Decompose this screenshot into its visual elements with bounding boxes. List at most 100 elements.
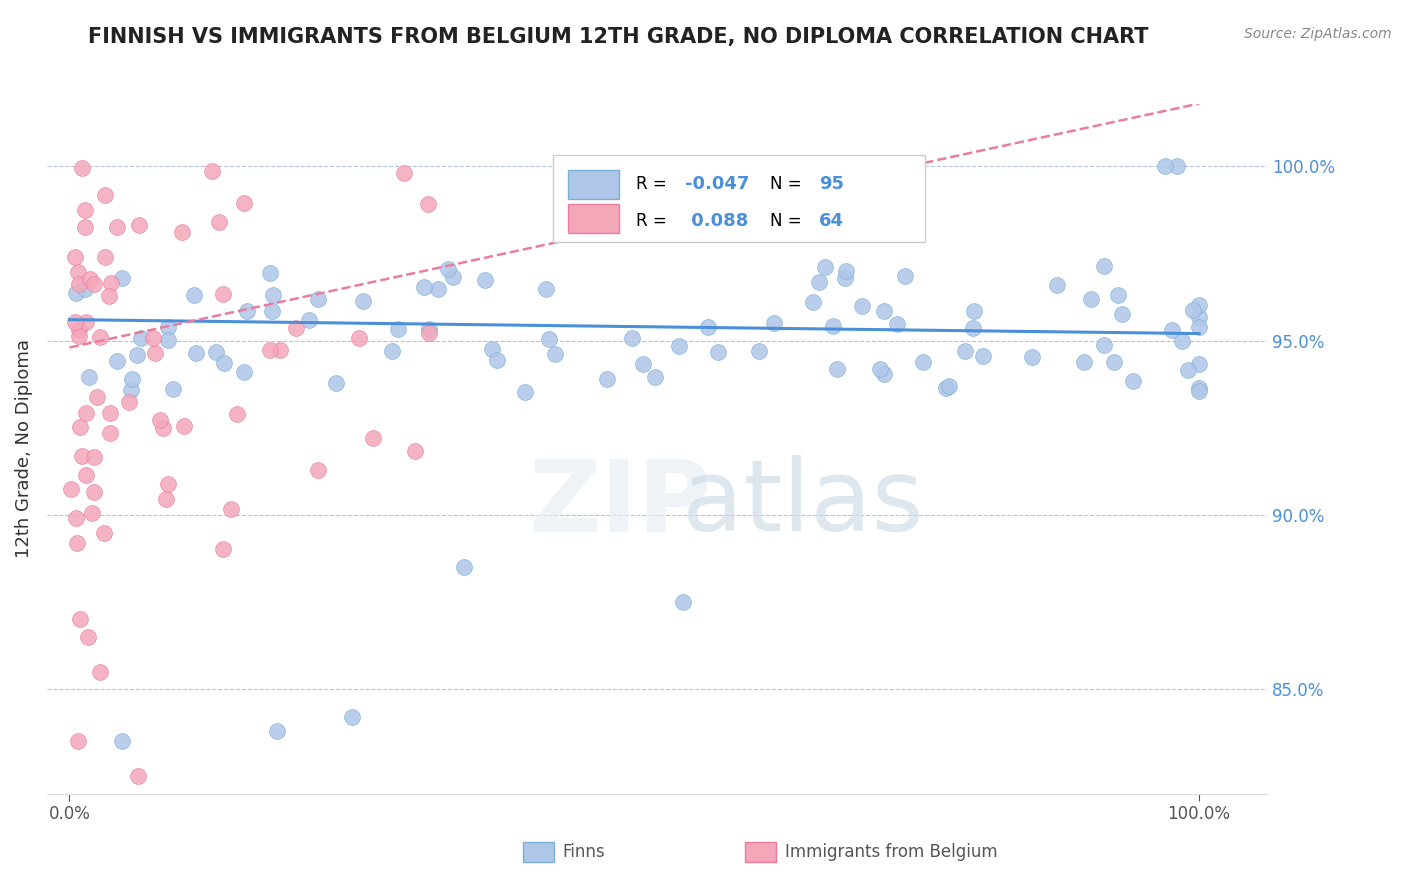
Text: Source: ZipAtlas.com: Source: ZipAtlas.com	[1244, 27, 1392, 41]
Point	[869, 361, 891, 376]
Text: R =: R =	[636, 175, 672, 194]
Point	[111, 734, 134, 748]
Point	[437, 261, 460, 276]
Point	[67, 734, 90, 748]
Point	[814, 260, 837, 275]
Point	[65, 286, 87, 301]
Point	[381, 343, 404, 358]
Point	[83, 450, 105, 465]
Text: 95: 95	[820, 175, 844, 194]
Point	[912, 354, 935, 368]
Point	[1080, 292, 1102, 306]
Point	[186, 345, 208, 359]
Point	[162, 382, 184, 396]
Point	[1092, 338, 1115, 352]
Bar	[745, 842, 776, 862]
Point	[307, 292, 329, 306]
Point	[1073, 355, 1095, 369]
Point	[128, 218, 150, 232]
Point	[155, 492, 177, 507]
Point	[70, 449, 93, 463]
Point	[111, 271, 134, 285]
Point	[938, 379, 960, 393]
Text: 64: 64	[820, 211, 844, 230]
Point	[142, 330, 165, 344]
Point	[212, 287, 235, 301]
Point	[481, 343, 503, 357]
Point	[404, 444, 426, 458]
Point	[872, 304, 894, 318]
FancyBboxPatch shape	[568, 204, 619, 234]
Point	[173, 419, 195, 434]
Point	[72, 161, 94, 175]
Point	[416, 197, 439, 211]
Point	[67, 277, 90, 292]
Point	[453, 560, 475, 574]
Point	[212, 356, 235, 370]
Point	[205, 345, 228, 359]
Point	[696, 320, 718, 334]
Text: R =: R =	[636, 211, 672, 230]
Point	[873, 367, 896, 381]
Point	[94, 188, 117, 202]
Point	[67, 265, 90, 279]
Point	[325, 376, 347, 390]
Point	[66, 536, 89, 550]
Point	[538, 332, 561, 346]
Point	[89, 330, 111, 344]
Text: atlas: atlas	[682, 455, 924, 552]
Point	[1046, 278, 1069, 293]
Point	[131, 331, 153, 345]
Point	[349, 331, 371, 345]
Text: -0.047: -0.047	[685, 175, 749, 194]
Point	[1188, 298, 1211, 312]
Point	[76, 630, 98, 644]
Point	[121, 372, 143, 386]
Point	[75, 468, 97, 483]
Point	[59, 482, 82, 496]
Point	[73, 203, 96, 218]
Point	[157, 320, 180, 334]
Point	[225, 407, 247, 421]
Point	[426, 282, 449, 296]
Point	[1154, 159, 1177, 173]
Point	[894, 268, 917, 283]
Point	[962, 304, 984, 318]
Point	[1107, 287, 1129, 301]
Point	[127, 348, 149, 362]
Point	[77, 370, 100, 384]
Point	[80, 506, 103, 520]
Point	[67, 329, 90, 343]
Point	[544, 347, 567, 361]
Bar	[523, 842, 554, 862]
Point	[474, 273, 496, 287]
Point	[172, 225, 194, 239]
Point	[644, 370, 666, 384]
Point	[1021, 350, 1043, 364]
Point	[972, 349, 994, 363]
Point	[1188, 357, 1211, 371]
Point	[352, 293, 374, 308]
Point	[201, 163, 224, 178]
Point	[259, 266, 281, 280]
Text: N =: N =	[770, 211, 807, 230]
Point	[808, 275, 831, 289]
Point	[672, 595, 695, 609]
Point	[825, 361, 848, 376]
Point	[69, 420, 91, 434]
Point	[515, 384, 537, 399]
Point	[1166, 159, 1188, 173]
Point	[93, 525, 115, 540]
FancyBboxPatch shape	[568, 169, 619, 199]
Point	[107, 219, 129, 234]
Point	[208, 215, 231, 229]
Point	[75, 282, 97, 296]
Point	[75, 315, 97, 329]
Point	[1188, 319, 1211, 334]
Point	[1122, 374, 1144, 388]
Point	[1171, 334, 1194, 348]
Point	[157, 333, 180, 347]
Point	[1102, 355, 1125, 369]
FancyBboxPatch shape	[553, 155, 925, 242]
Point	[285, 321, 308, 335]
